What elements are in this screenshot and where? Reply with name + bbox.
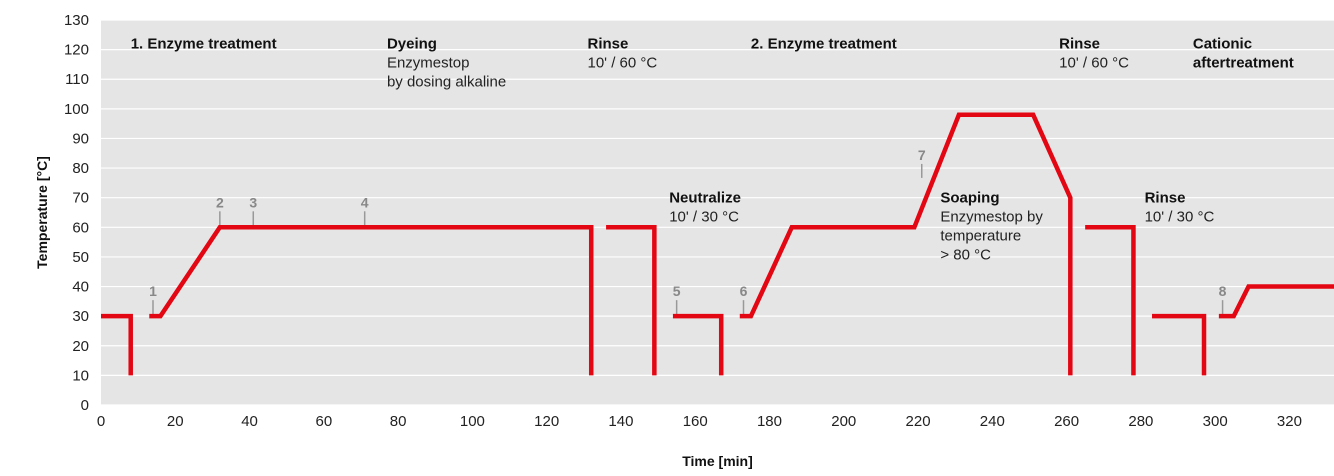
x-tick-label: 40 [241, 413, 258, 430]
y-tick-label: 80 [72, 160, 89, 177]
x-tick-label: 220 [906, 413, 931, 430]
x-axis-title: Time [min] [682, 453, 753, 469]
annotation-text: 10' / 30 °C [1145, 209, 1215, 226]
y-tick-label: 30 [72, 308, 89, 325]
y-tick-label: 100 [64, 101, 89, 118]
temperature-line-segment [149, 225, 594, 376]
annotation-text: Cationic [1193, 36, 1252, 53]
x-tick-label: 100 [460, 413, 485, 430]
annotation-text: Rinse [588, 36, 629, 53]
annotation-text: 1. Enzyme treatment [131, 36, 277, 53]
annotation-text: 10' / 60 °C [1059, 55, 1129, 72]
x-tick-label: 180 [757, 413, 782, 430]
marker-label: 5 [673, 283, 681, 299]
y-tick-label: 120 [64, 42, 89, 59]
x-tick-label: 140 [608, 413, 633, 430]
x-tick-label: 260 [1054, 413, 1079, 430]
y-tick-label: 90 [72, 130, 89, 147]
x-tick-label: 320 [1277, 413, 1302, 430]
temperature-line-segment [1085, 225, 1136, 376]
x-tick-label: 120 [534, 413, 559, 430]
x-tick-label: 300 [1203, 413, 1228, 430]
annotation-text: Rinse [1145, 190, 1186, 207]
temperature-line-segment [672, 313, 724, 376]
plot-background [101, 20, 1334, 405]
annotation-text: Neutralize [669, 190, 741, 207]
y-tick-label: 40 [72, 279, 89, 296]
annotation-text: temperature [940, 228, 1021, 245]
annotation-text: by dosing alkaline [387, 74, 506, 91]
x-tick-label: 280 [1128, 413, 1153, 430]
temperature-line-segment [1152, 313, 1207, 376]
x-tick-label: 80 [390, 413, 407, 430]
x-tick-label: 240 [980, 413, 1005, 430]
temperature-line-segment [606, 225, 657, 376]
x-tick-label: 60 [315, 413, 332, 430]
y-axis-title: Temperature [°C] [34, 156, 50, 269]
annotation-text: 10' / 60 °C [588, 55, 658, 72]
y-tick-label: 10 [72, 367, 89, 384]
y-tick-label: 110 [65, 71, 89, 88]
marker-label: 1 [149, 283, 157, 299]
annotation-text: 10' / 30 °C [669, 209, 739, 226]
y-tick-label: 50 [72, 249, 89, 266]
marker-label: 8 [1219, 283, 1227, 299]
marker-label: 7 [918, 147, 926, 163]
y-tick-label: 60 [72, 219, 89, 236]
y-tick-label: 70 [72, 190, 89, 207]
annotation-text: aftertreatment [1193, 55, 1294, 72]
x-tick-label: 160 [683, 413, 708, 430]
annotation-text: 2. Enzyme treatment [751, 36, 897, 53]
annotation-text: > 80 °C [940, 247, 991, 264]
temperature-line-segment [1218, 284, 1334, 319]
marker-label: 3 [249, 194, 257, 210]
x-tick-label: 20 [167, 413, 184, 430]
x-tick-label: 0 [97, 413, 105, 430]
annotation-text: Soaping [940, 190, 999, 207]
annotation-text: Enzymestop by [940, 209, 1043, 226]
marker-label: 6 [740, 283, 748, 299]
annotation-text: Rinse [1059, 36, 1100, 53]
marker-label: 4 [361, 194, 369, 210]
annotation-text: Dyeing [387, 36, 437, 53]
y-tick-label: 0 [81, 397, 89, 414]
x-tick-label: 200 [831, 413, 856, 430]
temperature-line-segment [101, 313, 133, 376]
temperature-line-segment [739, 112, 1073, 376]
y-tick-label: 20 [72, 338, 89, 355]
annotation-text: Enzymestop [387, 55, 470, 72]
y-tick-label: 130 [64, 12, 89, 29]
marker-label: 2 [216, 194, 224, 210]
